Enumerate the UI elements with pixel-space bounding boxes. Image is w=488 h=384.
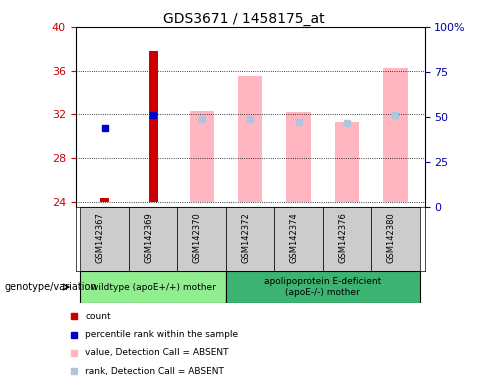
Bar xyxy=(81,207,129,271)
Text: GSM142376: GSM142376 xyxy=(338,212,347,263)
Bar xyxy=(238,76,262,202)
Text: wildtype (apoE+/+) mother: wildtype (apoE+/+) mother xyxy=(91,283,216,291)
Text: GSM142367: GSM142367 xyxy=(96,212,105,263)
Bar xyxy=(384,68,407,202)
Bar xyxy=(286,112,311,202)
Bar xyxy=(335,122,359,202)
Bar xyxy=(81,271,226,303)
Text: GSM142372: GSM142372 xyxy=(241,212,250,263)
Text: GSM142370: GSM142370 xyxy=(193,212,202,263)
Bar xyxy=(189,111,214,202)
Bar xyxy=(101,198,109,202)
Bar xyxy=(226,271,420,303)
Text: apolipoprotein E-deficient
(apoE-/-) mother: apolipoprotein E-deficient (apoE-/-) mot… xyxy=(264,277,382,297)
Text: genotype/variation: genotype/variation xyxy=(5,282,98,292)
Bar xyxy=(178,207,226,271)
Text: value, Detection Call = ABSENT: value, Detection Call = ABSENT xyxy=(85,348,229,357)
Text: GSM142369: GSM142369 xyxy=(144,212,153,263)
Bar xyxy=(274,207,323,271)
Bar xyxy=(149,51,158,202)
Bar xyxy=(371,207,420,271)
Text: count: count xyxy=(85,312,111,321)
Bar xyxy=(323,207,371,271)
Text: percentile rank within the sample: percentile rank within the sample xyxy=(85,330,238,339)
Bar xyxy=(226,207,274,271)
Text: GSM142374: GSM142374 xyxy=(289,212,299,263)
Text: rank, Detection Call = ABSENT: rank, Detection Call = ABSENT xyxy=(85,367,224,376)
Bar xyxy=(129,207,178,271)
Text: GDS3671 / 1458175_at: GDS3671 / 1458175_at xyxy=(163,12,325,25)
Text: GSM142380: GSM142380 xyxy=(386,212,395,263)
